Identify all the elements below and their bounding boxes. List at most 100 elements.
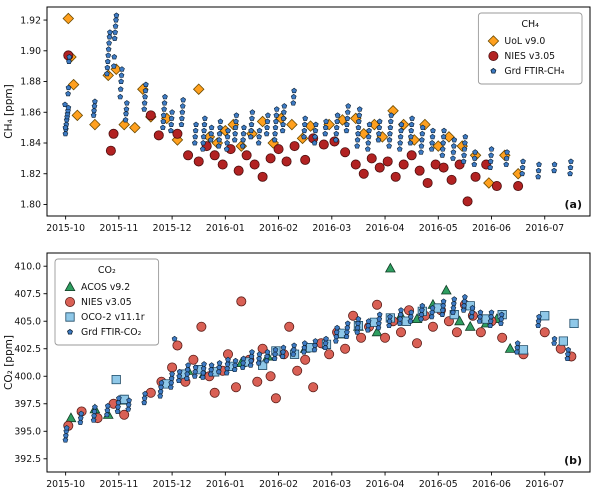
data-point	[92, 98, 98, 104]
data-point	[280, 344, 287, 351]
data-point	[248, 353, 255, 359]
data-point	[301, 133, 307, 140]
data-point	[63, 432, 69, 439]
data-point	[123, 110, 129, 117]
data-point	[364, 146, 371, 152]
x-tick-label: 2016-03	[312, 223, 351, 234]
data-point	[440, 298, 447, 304]
data-point	[118, 72, 125, 78]
data-point	[247, 362, 254, 368]
data-point	[488, 146, 495, 152]
data-point	[340, 147, 351, 158]
data-point	[201, 121, 208, 127]
data-point	[461, 146, 468, 152]
data-point	[503, 161, 510, 167]
data-point	[419, 302, 426, 309]
series-Grd FTIR-CH₄	[62, 12, 574, 180]
data-point	[160, 124, 166, 131]
data-point	[125, 406, 132, 412]
panel-a-ch4-chart: 2015-10 2015-11 2015-12 2016-01 2016-02 2016-…	[3, 6, 591, 234]
data-point	[202, 115, 208, 121]
data-point	[252, 376, 263, 387]
data-point	[117, 93, 124, 100]
data-point	[281, 156, 292, 167]
data-point	[460, 307, 467, 313]
data-point	[104, 58, 111, 64]
data-point	[406, 150, 417, 161]
data-point	[66, 53, 73, 60]
data-point	[192, 133, 199, 140]
data-point	[91, 107, 97, 114]
data-point	[312, 338, 319, 344]
data-point	[162, 93, 168, 100]
data-point	[193, 156, 204, 167]
data-point	[62, 437, 69, 443]
data-point	[429, 133, 436, 140]
data-point	[111, 374, 121, 385]
data-point	[273, 144, 284, 155]
data-point	[106, 33, 113, 40]
data-point	[232, 357, 239, 364]
data-point	[240, 136, 246, 143]
data-point	[119, 66, 125, 72]
data-point	[419, 124, 426, 131]
data-point	[240, 130, 247, 137]
x-tick-label: 2016-03	[312, 479, 351, 490]
data-point	[176, 368, 183, 375]
data-point	[141, 106, 148, 112]
data-point	[439, 311, 446, 318]
data-point	[114, 408, 121, 414]
data-point	[91, 412, 97, 419]
data-point	[62, 130, 69, 137]
data-point	[200, 365, 207, 371]
data-point	[380, 332, 391, 343]
data-point	[468, 313, 475, 320]
data-point	[498, 311, 505, 318]
data-point	[350, 159, 361, 170]
data-point	[535, 318, 542, 324]
data-point	[460, 158, 467, 164]
data-point	[333, 130, 340, 137]
data-point	[192, 364, 199, 370]
data-point	[366, 121, 373, 127]
data-point	[376, 130, 382, 137]
data-point	[376, 118, 383, 124]
data-point	[157, 393, 164, 399]
data-point	[279, 353, 286, 359]
data-point	[450, 143, 457, 149]
data-point	[300, 354, 311, 365]
data-point	[439, 307, 446, 313]
data-point	[411, 338, 422, 349]
data-point	[158, 379, 165, 386]
data-point	[497, 332, 508, 343]
data-point	[168, 121, 175, 127]
data-point	[519, 170, 526, 177]
data-point	[398, 307, 404, 313]
axes-frame	[46, 6, 591, 217]
data-point	[343, 333, 350, 340]
x-tick-label: 2015-12	[153, 223, 192, 234]
data-point	[333, 338, 339, 344]
data-point	[333, 124, 340, 131]
data-point	[65, 84, 72, 91]
data-point	[263, 130, 270, 137]
data-point	[270, 393, 281, 404]
data-point	[265, 112, 271, 118]
data-point	[344, 329, 350, 335]
data-point	[168, 379, 175, 386]
data-point	[450, 300, 457, 307]
data-point	[116, 395, 122, 401]
data-point	[398, 121, 405, 127]
data-point	[323, 335, 329, 342]
data-point	[192, 368, 199, 375]
data-point	[318, 139, 329, 150]
data-point	[396, 146, 403, 152]
data-point	[356, 106, 363, 112]
data-point	[454, 315, 466, 326]
data-point	[471, 155, 478, 161]
data-point	[184, 366, 191, 373]
data-point	[551, 167, 557, 174]
data-point	[390, 171, 401, 182]
data-point	[514, 349, 520, 355]
data-point	[513, 181, 524, 192]
